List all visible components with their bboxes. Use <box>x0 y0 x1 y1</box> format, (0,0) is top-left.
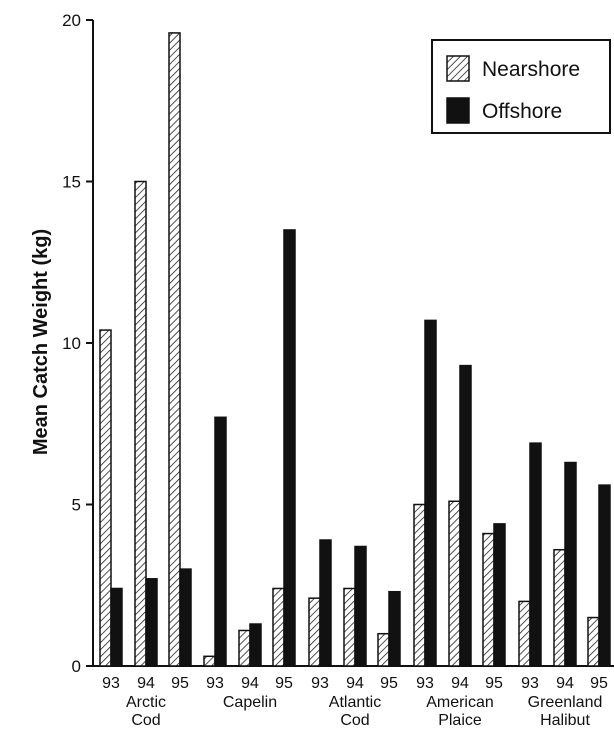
y-tick-label: 5 <box>72 496 81 515</box>
bar-offshore <box>529 442 542 667</box>
y-axis-title: Mean Catch Weight (kg) <box>30 229 52 455</box>
y-tick-label: 15 <box>62 173 81 192</box>
year-label: 95 <box>380 675 398 692</box>
bar-nearshore <box>272 587 285 667</box>
bar-offshore <box>354 545 367 667</box>
group-label: Arctic <box>126 694 166 711</box>
bar-nearshore <box>413 503 426 667</box>
bar-offshore <box>598 484 611 667</box>
bar-nearshore <box>203 655 216 667</box>
year-label: 95 <box>485 675 503 692</box>
group-label: Greenland <box>528 694 603 711</box>
group-label: Cod <box>340 712 369 729</box>
bar-nearshore <box>134 180 147 667</box>
bar-nearshore <box>518 600 531 667</box>
y-tick-label: 20 <box>62 11 81 30</box>
legend-swatch-nearshore <box>446 55 470 82</box>
bar-offshore <box>564 461 577 667</box>
bars <box>99 32 611 667</box>
bar-nearshore <box>587 616 600 667</box>
bar-offshore <box>283 229 296 667</box>
legend-label-offshore: Offshore <box>482 100 562 123</box>
year-label: 94 <box>451 675 469 692</box>
y-tick-label: 0 <box>72 657 81 676</box>
year-label: 93 <box>311 675 329 692</box>
bar-offshore <box>214 416 227 667</box>
bar-offshore <box>388 590 401 667</box>
year-label: 94 <box>137 675 155 692</box>
y-tick-label: 10 <box>62 334 81 353</box>
bar-offshore <box>179 568 192 667</box>
year-label: 93 <box>102 675 120 692</box>
year-label: 95 <box>590 675 608 692</box>
bar-offshore <box>145 578 158 667</box>
group-label: Capelin <box>223 694 277 711</box>
year-label: 94 <box>556 675 574 692</box>
bar-offshore <box>319 539 332 667</box>
group-label: Atlantic <box>329 694 381 711</box>
year-label: 93 <box>206 675 224 692</box>
bar-offshore <box>424 319 437 667</box>
year-label: 94 <box>346 675 364 692</box>
bar-nearshore <box>553 548 566 667</box>
year-label: 93 <box>521 675 539 692</box>
bar-nearshore <box>238 629 251 667</box>
bar-nearshore <box>343 587 356 667</box>
bar-nearshore <box>377 632 390 667</box>
bar-nearshore <box>99 329 112 667</box>
bar-offshore <box>493 523 506 667</box>
bar-nearshore <box>168 32 181 667</box>
group-label: Plaice <box>438 712 482 729</box>
bar-nearshore <box>448 500 461 667</box>
group-label: American <box>426 694 494 711</box>
group-label: Halibut <box>540 712 590 729</box>
group-label: Cod <box>131 712 160 729</box>
year-label: 95 <box>171 675 189 692</box>
year-label: 93 <box>416 675 434 692</box>
bar-offshore <box>249 623 262 667</box>
bar-nearshore <box>482 532 495 667</box>
legend-swatch-offshore <box>446 97 470 124</box>
year-label: 95 <box>275 675 293 692</box>
bar-offshore <box>110 587 123 667</box>
legend-label-nearshore: Nearshore <box>482 58 580 81</box>
legend: Nearshore Offshore <box>431 39 611 134</box>
bar-nearshore <box>308 597 321 667</box>
year-label: 94 <box>241 675 259 692</box>
bar-offshore <box>459 364 472 667</box>
